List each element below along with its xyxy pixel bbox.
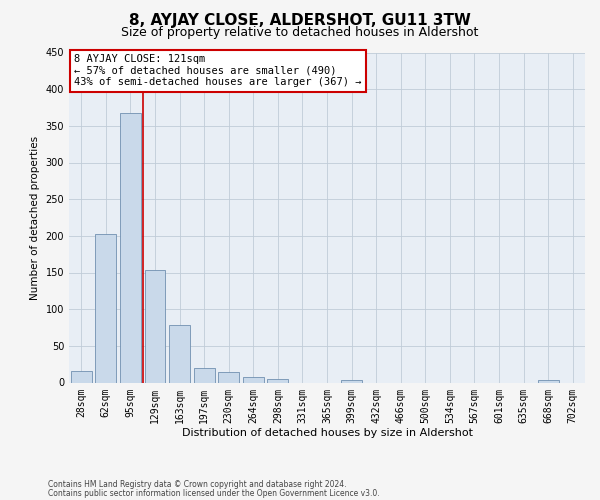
Text: Size of property relative to detached houses in Aldershot: Size of property relative to detached ho… (121, 26, 479, 39)
Text: 8, AYJAY CLOSE, ALDERSHOT, GU11 3TW: 8, AYJAY CLOSE, ALDERSHOT, GU11 3TW (129, 12, 471, 28)
Bar (71, 371, 92, 382)
Text: Contains public sector information licensed under the Open Government Licence v3: Contains public sector information licen… (48, 488, 380, 498)
Bar (538, 380, 559, 382)
Bar (95, 234, 116, 382)
Bar (243, 378, 264, 382)
Text: Contains HM Land Registry data © Crown copyright and database right 2024.: Contains HM Land Registry data © Crown c… (48, 480, 347, 489)
Bar (218, 372, 239, 382)
Bar (194, 368, 215, 382)
Text: 8 AYJAY CLOSE: 121sqm
← 57% of detached houses are smaller (490)
43% of semi-det: 8 AYJAY CLOSE: 121sqm ← 57% of detached … (74, 54, 362, 88)
Bar (341, 380, 362, 382)
Bar (169, 326, 190, 382)
Y-axis label: Number of detached properties: Number of detached properties (30, 136, 40, 300)
Bar (120, 112, 141, 382)
X-axis label: Distribution of detached houses by size in Aldershot: Distribution of detached houses by size … (182, 428, 473, 438)
Bar (145, 270, 166, 382)
Bar (268, 379, 289, 382)
